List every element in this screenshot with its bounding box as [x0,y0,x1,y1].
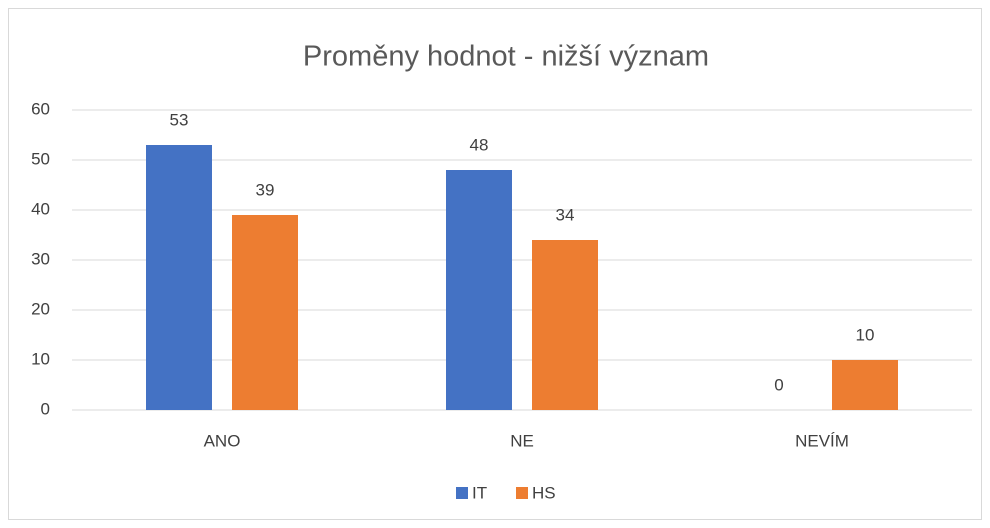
data-label: 34 [556,205,575,224]
bar [146,145,212,410]
bar [232,215,298,410]
x-tick-label: NE [510,431,534,450]
data-label: 39 [256,180,275,199]
legend-label: IT [472,483,487,502]
data-label: 0 [774,375,783,394]
y-tick-label: 40 [31,199,50,218]
y-tick-label: 30 [31,249,50,268]
legend-label: HS [532,483,556,502]
legend-swatch [516,487,528,499]
legend-swatch [456,487,468,499]
y-tick-label: 0 [41,399,50,418]
x-tick-label: ANO [204,431,241,450]
x-tick-label: NEVÍM [795,431,849,450]
bar [532,240,598,410]
chart-title: Proměny hodnot - nižší význam [303,41,709,73]
data-label: 10 [856,325,875,344]
data-label: 53 [170,110,189,129]
y-tick-label: 50 [31,149,50,168]
data-label: 48 [470,135,489,154]
bar [446,170,512,410]
y-tick-label: 60 [31,99,50,118]
bar [832,360,898,410]
y-tick-label: 10 [31,349,50,368]
y-tick-label: 20 [31,299,50,318]
